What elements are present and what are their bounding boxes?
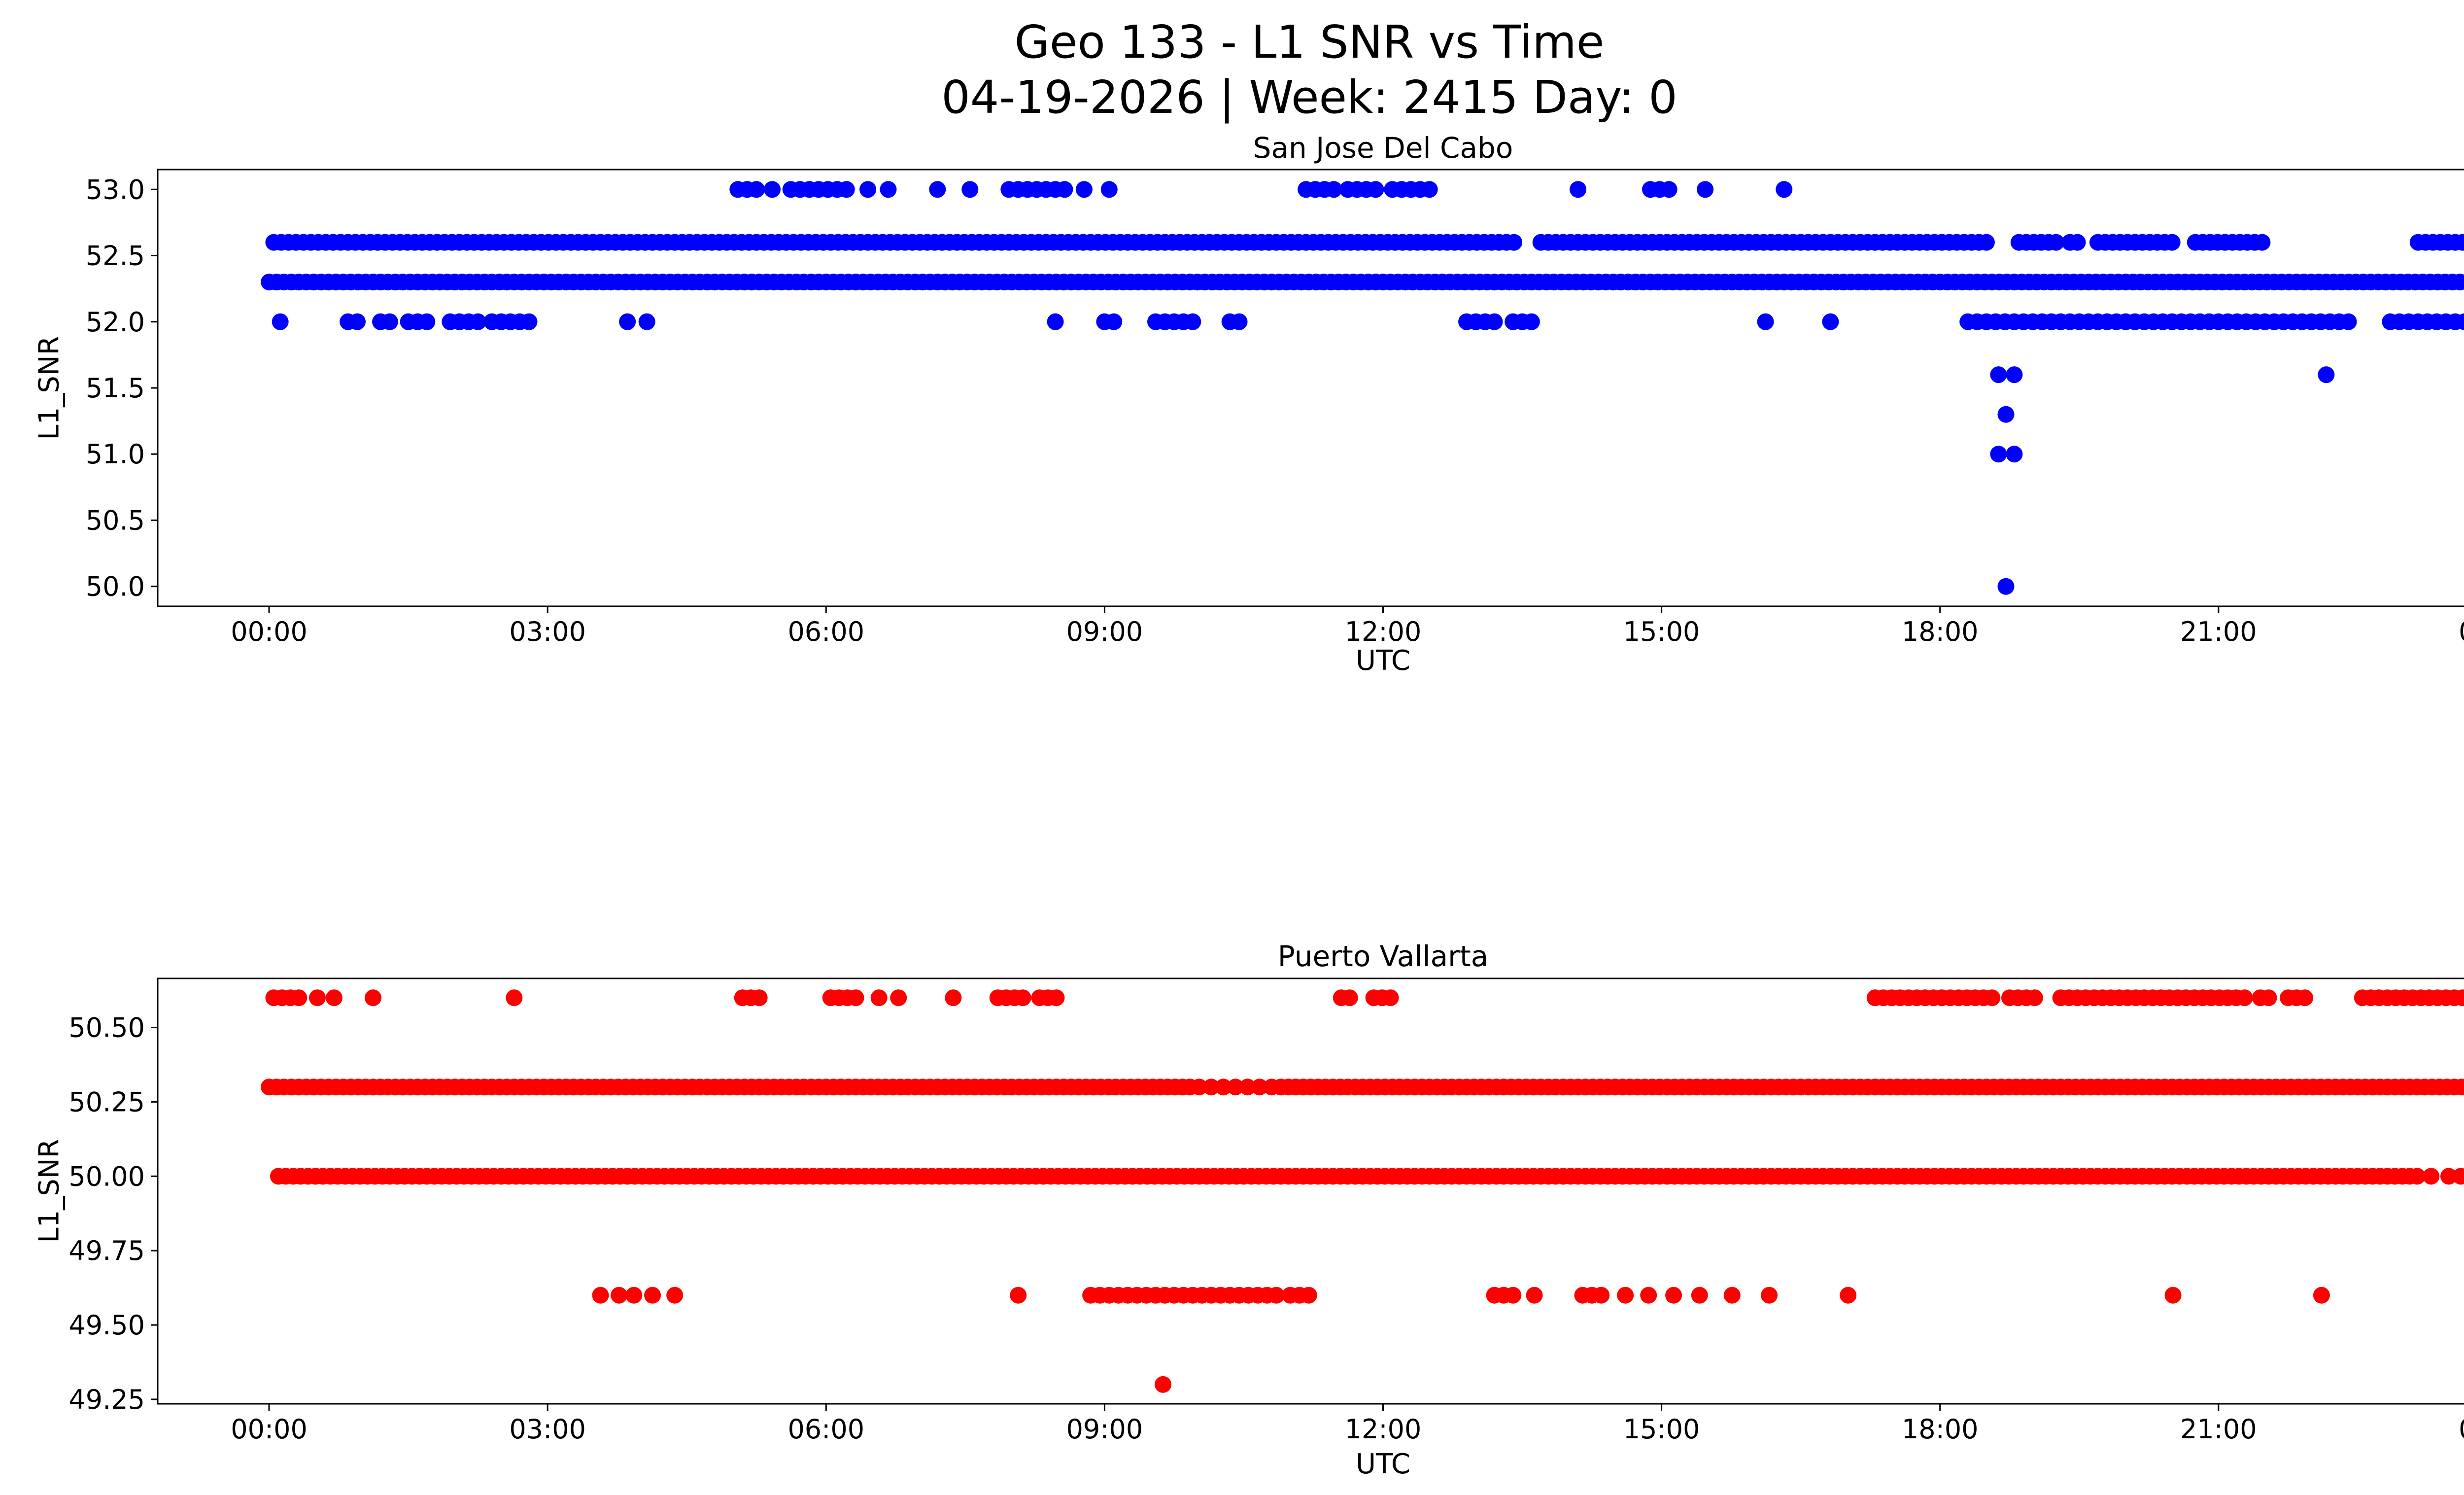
subplot-2: 00:00 03:00 06:00 09:00 12:00 15:00 18:00 21:00…	[68, 977, 2464, 1445]
figure-title-line2: 04-19-2026 | Week: 2415 Day: 0	[941, 71, 1677, 124]
x-tick-label: 12:00	[1345, 1414, 1422, 1445]
y-tick-label: 51.5	[86, 373, 145, 404]
scatter-series	[261, 989, 2464, 1393]
x-tick-label: 15:00	[1623, 1414, 1700, 1445]
subplot1-title: San Jose Del Cabo	[1253, 131, 1513, 165]
figure-title-line1: Geo 133 - L1 SNR vs Time	[1014, 16, 1605, 69]
x-tick-label: 00:00	[231, 616, 308, 647]
y-tick-label: 50.50	[68, 1012, 145, 1043]
x-tick-label: 03:00	[509, 1414, 586, 1445]
y-axis-ticks: 49.25 49.50 49.75 50.00 50.25 50.50	[68, 1012, 158, 1415]
x-tick-label: 00:00	[2459, 616, 2464, 647]
x-tick-label: 21:00	[2180, 1414, 2257, 1445]
y-tick-label: 50.5	[86, 505, 145, 536]
subplot2-title: Puerto Vallarta	[1277, 939, 1489, 973]
y-tick-label: 50.00	[68, 1161, 145, 1192]
x-tick-label: 21:00	[2180, 616, 2257, 647]
y-tick-label: 49.75	[68, 1235, 145, 1266]
y-tick-label: 53.0	[86, 174, 145, 205]
x-tick-label: 09:00	[1066, 1414, 1143, 1445]
figure-title: Geo 133 - L1 SNR vs Time 04-19-2026 | We…	[0, 15, 2464, 125]
x-tick-label: 00:00	[231, 1414, 308, 1445]
x-tick-label: 03:00	[509, 616, 586, 647]
y-tick-label: 49.50	[68, 1310, 145, 1341]
y-tick-label: 49.25	[68, 1384, 145, 1415]
x-tick-label: 18:00	[1902, 1414, 1979, 1445]
y-tick-label: 50.0	[86, 571, 145, 602]
x-tick-label: 06:00	[787, 616, 864, 647]
y-tick-label: 52.0	[86, 307, 145, 338]
y-axis-ticks: 50.0 50.5 51.0 51.5 52.0 52.5 53.0	[86, 174, 158, 602]
x-tick-label: 12:00	[1345, 616, 1422, 647]
subplot-1: 00:00 03:00 06:00 09:00 12:00 15:00 18:00 21:00…	[86, 169, 2464, 647]
x-tick-label: 06:00	[787, 1414, 864, 1445]
y-tick-label: 52.5	[86, 241, 145, 272]
subplot2-x-axis-label: UTC	[1355, 1448, 1410, 1480]
y-tick-label: 51.0	[86, 439, 145, 470]
x-tick-label: 00:00	[2459, 1414, 2464, 1445]
subplot1-x-axis-label: UTC	[1355, 645, 1410, 677]
scatter-series	[261, 181, 2464, 595]
x-tick-label: 15:00	[1623, 616, 1700, 647]
x-axis-ticks: 00:00 03:00 06:00 09:00 12:00 15:00 18:00 21:00…	[231, 1404, 2464, 1445]
x-tick-label: 09:00	[1066, 616, 1143, 647]
axes-spines	[157, 977, 2464, 1405]
x-axis-ticks: 00:00 03:00 06:00 09:00 12:00 15:00 18:00 21:00…	[231, 606, 2464, 647]
x-tick-label: 18:00	[1902, 616, 1979, 647]
y-tick-label: 50.25	[68, 1086, 145, 1117]
